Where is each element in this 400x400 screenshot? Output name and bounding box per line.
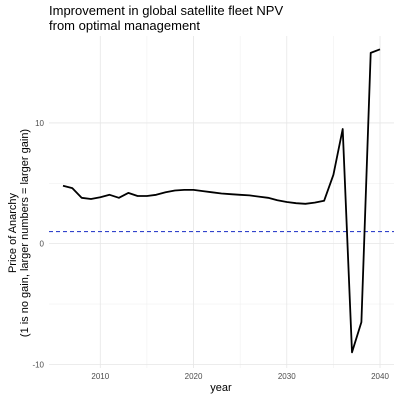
series-line bbox=[62, 48, 381, 354]
y-tick-label: 10 bbox=[35, 119, 44, 128]
x-axis-title: year bbox=[210, 382, 232, 394]
y-axis-title: Price of Anarchy (1 is no gain, larger n… bbox=[7, 129, 31, 337]
x-axis-ticks: 2010 2020 2030 2040 bbox=[91, 372, 389, 381]
chart-title: Improvement in global satellite fleet NP… bbox=[49, 3, 394, 33]
chart-title-line-2: from optimal management bbox=[49, 18, 201, 33]
y-axis-ticks: -10 0 10 bbox=[32, 119, 44, 369]
x-tick-label: 2040 bbox=[371, 372, 389, 381]
chart-title-line-1: Improvement in global satellite fleet NP… bbox=[49, 3, 284, 18]
y-axis-title-line-2: (1 is no gain, larger numbers = larger g… bbox=[19, 129, 31, 337]
grid-minor bbox=[49, 36, 394, 368]
x-tick-label: 2010 bbox=[91, 372, 109, 381]
y-tick-label: -10 bbox=[32, 360, 44, 369]
x-tick-label: 2020 bbox=[185, 372, 203, 381]
y-tick-label: 0 bbox=[40, 240, 45, 249]
y-axis-title-line-1: Price of Anarchy bbox=[7, 192, 19, 273]
series-layer bbox=[62, 48, 381, 354]
grid-major bbox=[49, 36, 394, 368]
x-tick-label: 2030 bbox=[278, 372, 296, 381]
